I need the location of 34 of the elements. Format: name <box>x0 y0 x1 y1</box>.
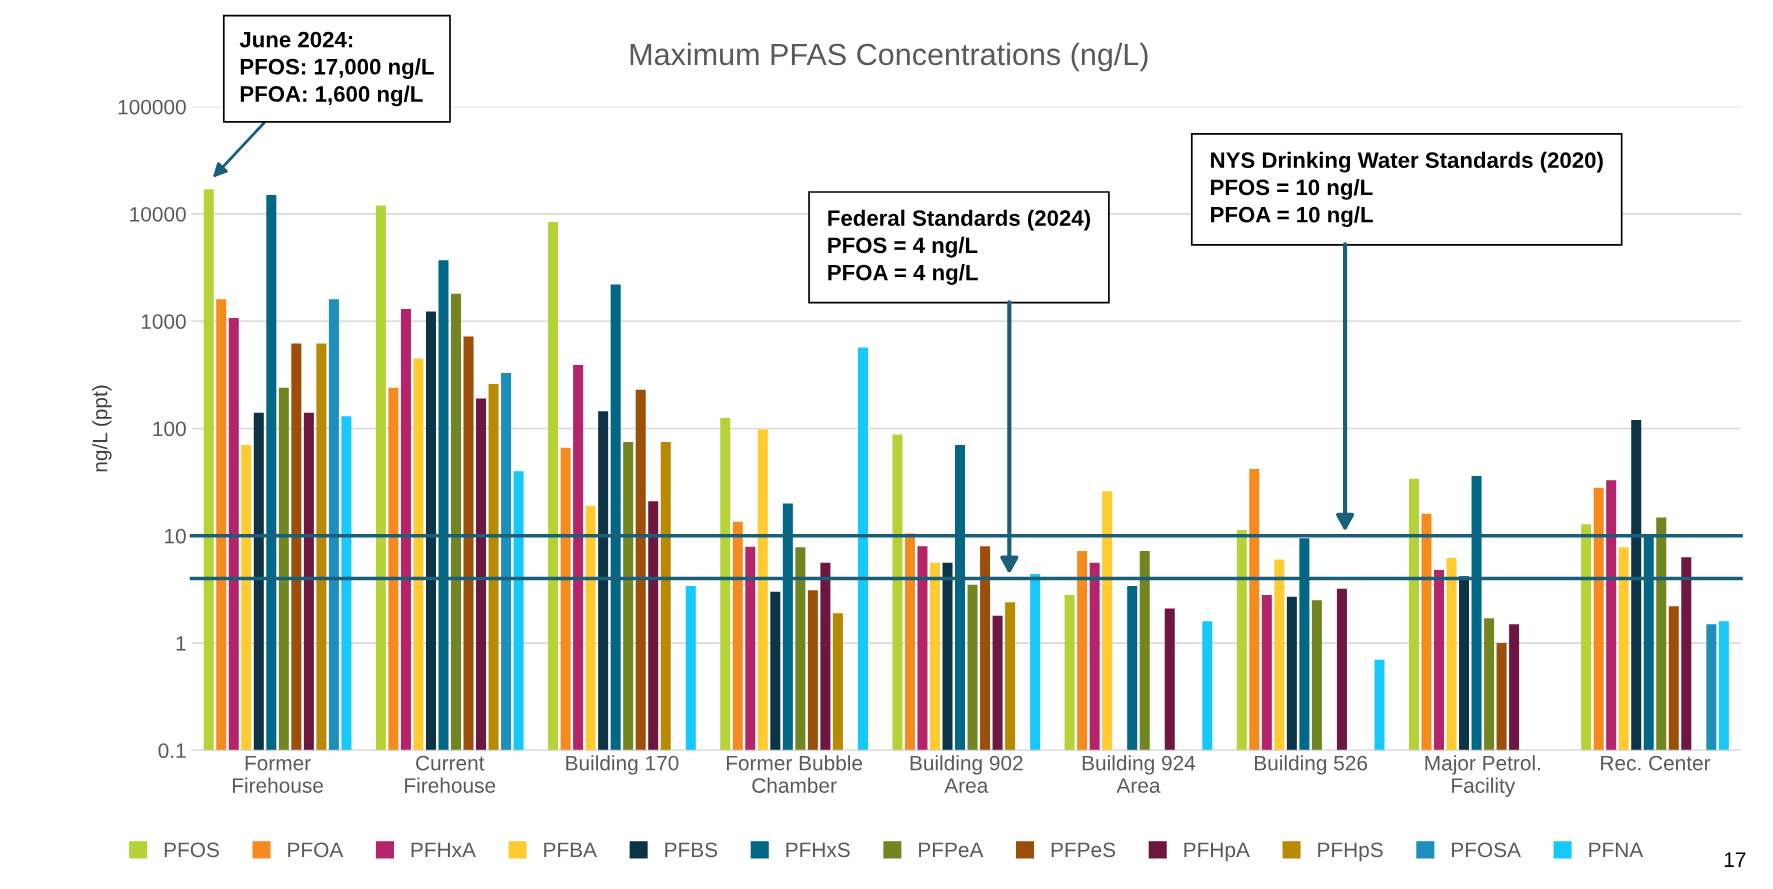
y-tick-label: 10 <box>165 528 186 544</box>
legend-label: PFPeS <box>1051 842 1116 858</box>
annotation: Federal Standards (2024) PFOS = 4 ng/L PFOA = 4 ng/L <box>828 209 1091 285</box>
text: 17 <box>1724 852 1746 867</box>
y-tick-label: 0.1 <box>158 743 186 759</box>
x-tick-label: Rec. Center <box>1601 755 1711 771</box>
text: June 2024: PFOS: 17,000 ng/L PFOA: 1,600 ng/L <box>239 31 434 107</box>
legend-label: PFOSA <box>1452 842 1521 858</box>
legend-label: PFBS <box>665 842 718 858</box>
x-tick-label: Building 526 <box>1255 755 1368 775</box>
x-tick-label: Major Petrol. Facility <box>1425 755 1540 798</box>
legend-label: PFPeA <box>919 842 984 858</box>
y-axis-title: ng/L (ppt) <box>92 385 112 472</box>
x-tick-label: Current Firehouse <box>405 755 496 793</box>
y-tick-label: 1000 <box>141 314 186 329</box>
legend-label: PFHpA <box>1184 842 1250 862</box>
legend-label: PFHxS <box>786 842 850 858</box>
legend-label: PFNA <box>1589 842 1644 858</box>
legend-label: PFOA <box>288 842 344 858</box>
y-tick-label: 100000 <box>118 99 186 115</box>
chart-title: Maximum PFAS Concentrations (ng/L) <box>630 42 1148 72</box>
x-tick-label: Former Firehouse <box>232 755 323 793</box>
x-tick-label: Building 170 <box>566 755 679 775</box>
x-tick-label: Building 924 Area <box>1082 755 1196 793</box>
y-tick-label: 10000 <box>130 206 186 222</box>
legend-label: PFBA <box>544 842 597 858</box>
x-tick-label: Building 902 Area <box>910 755 1023 793</box>
legend-label: PFHxA <box>411 842 476 858</box>
x-tick-label: Former Bubble Chamber <box>726 755 863 793</box>
y-tick-label: 100 <box>153 421 186 437</box>
legend-label: PFOS <box>164 842 219 858</box>
y-tick-label: 1 <box>176 636 186 651</box>
legend-label: PFHpS <box>1318 842 1383 862</box>
annotation: NYS Drinking Water Standards (2020) PFOS = 10 ng/L PFOA = 10 ng/L <box>1211 151 1603 228</box>
